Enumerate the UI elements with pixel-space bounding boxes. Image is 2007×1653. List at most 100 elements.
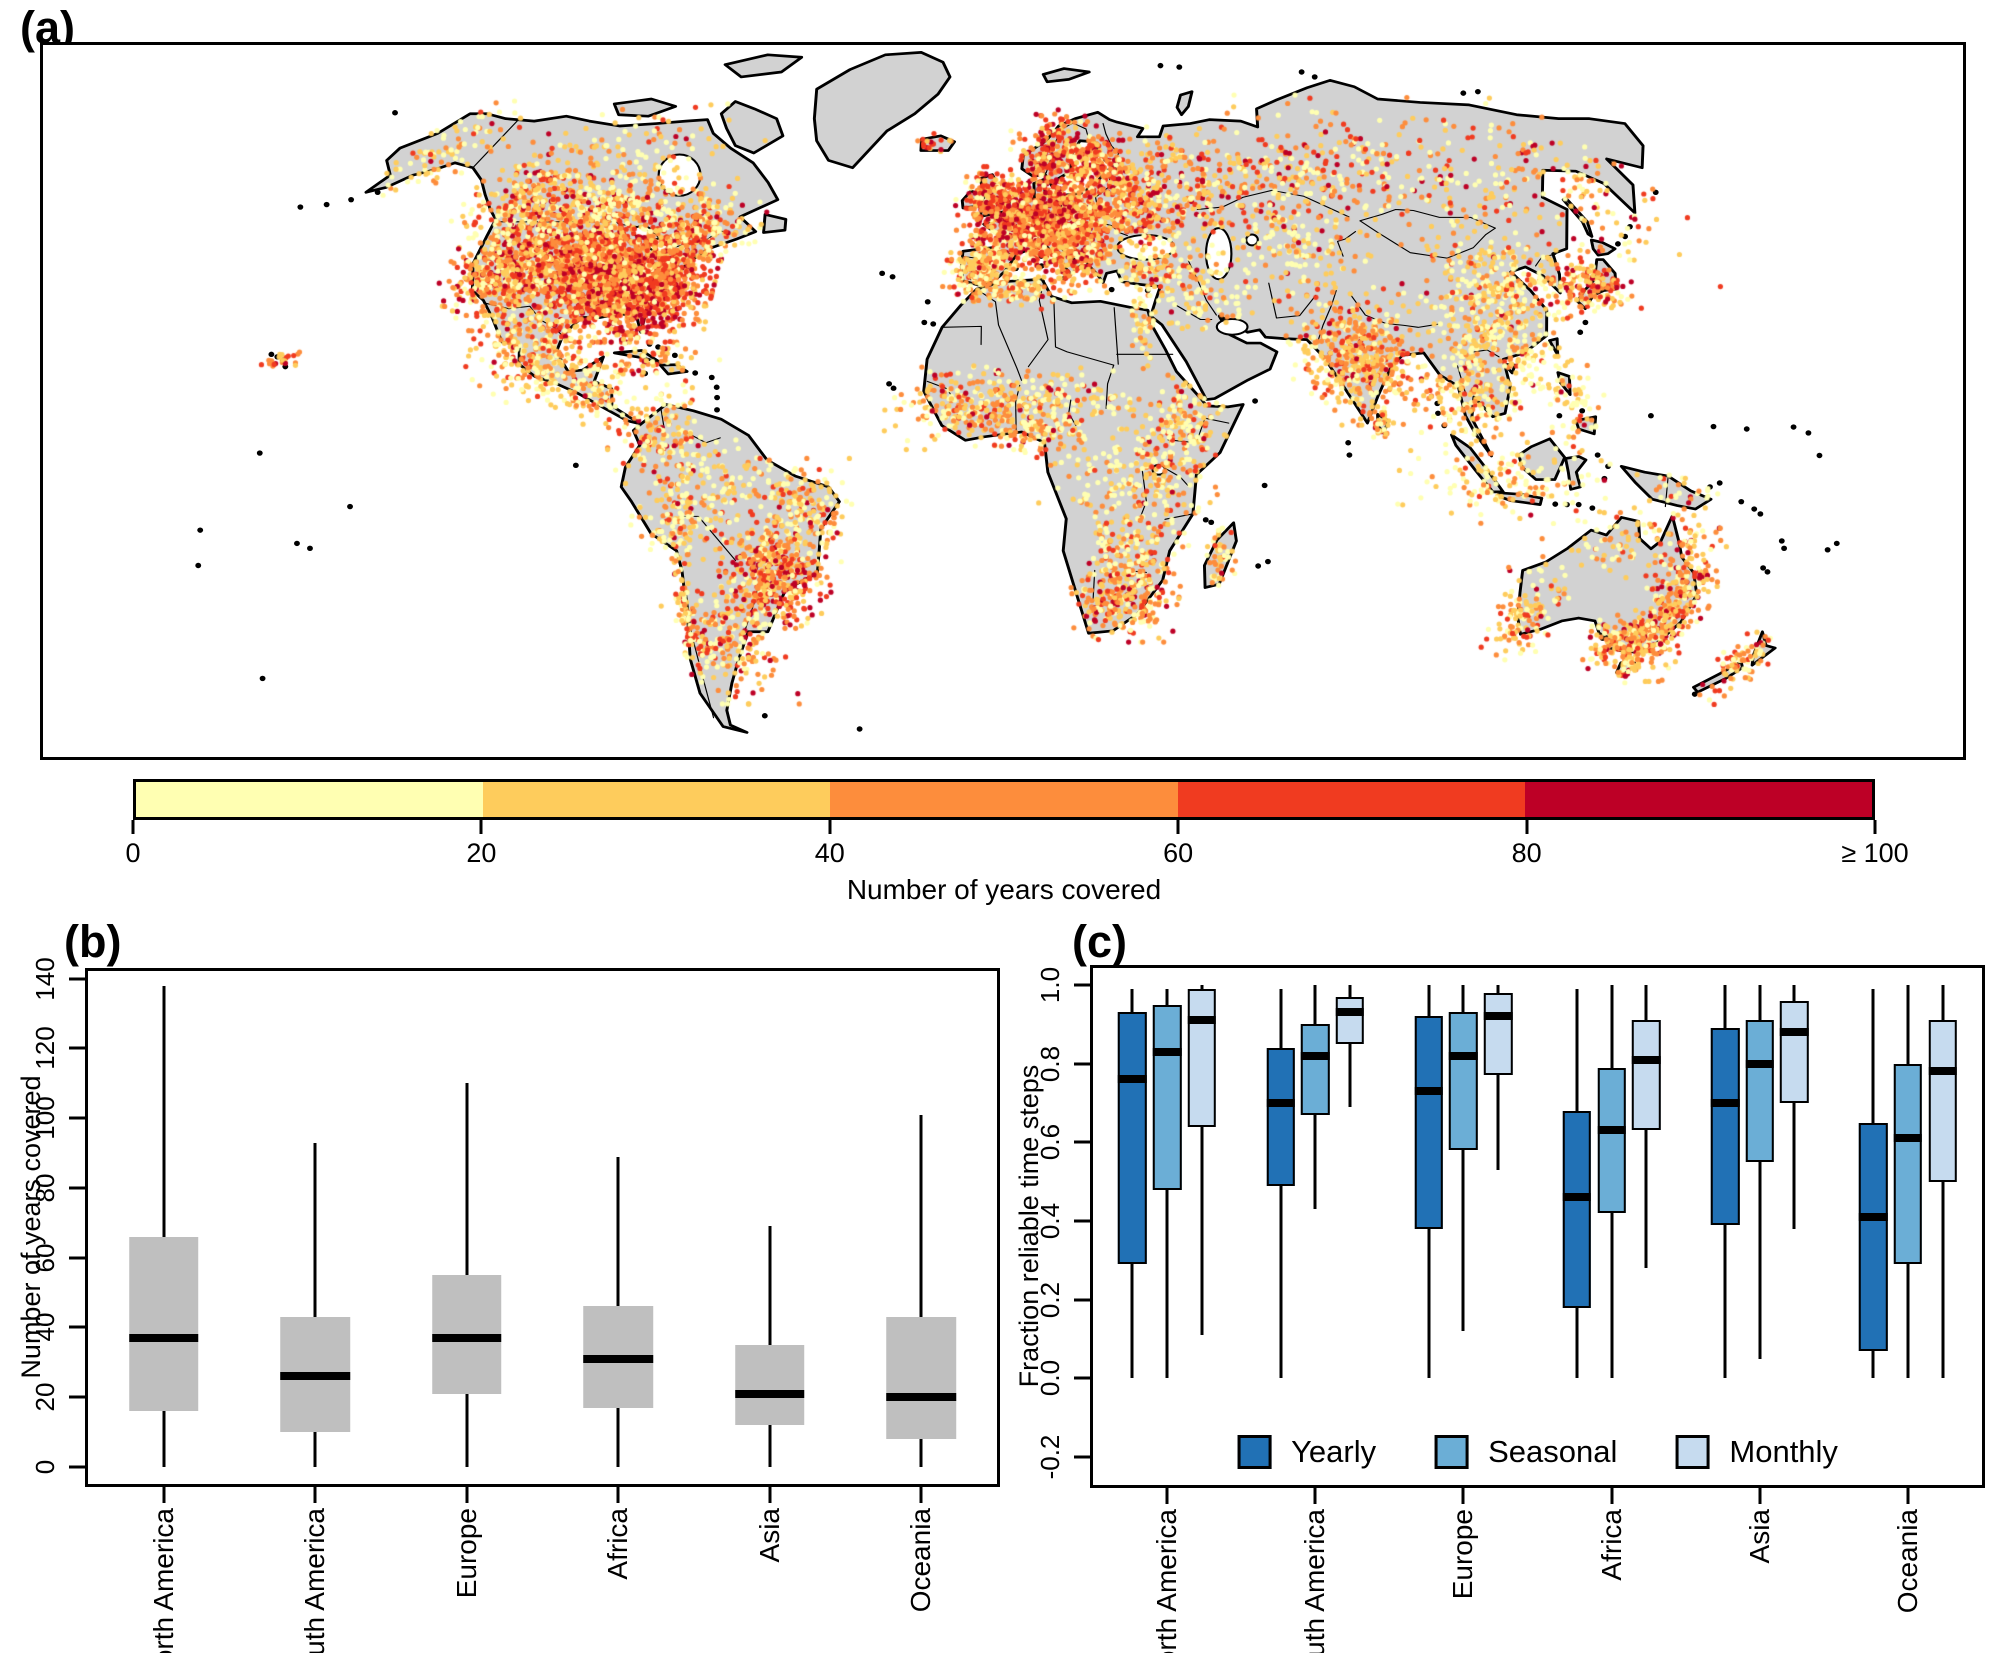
x-axis-tick bbox=[1758, 1488, 1762, 1504]
panel-b-label: (b) bbox=[64, 916, 122, 967]
x-axis-category-label: Asia bbox=[1743, 1509, 1775, 1564]
y-axis-tick-label: 0 bbox=[30, 1459, 60, 1475]
x-axis-tick bbox=[1165, 1488, 1169, 1504]
boxplot-box bbox=[1562, 1110, 1592, 1308]
station-dots-layer bbox=[43, 45, 1963, 757]
colorbar-tick-label: 80 bbox=[1511, 838, 1542, 868]
world-map-panel bbox=[40, 42, 1966, 760]
y-axis-tick bbox=[69, 1186, 85, 1190]
x-axis-category-label: Europe bbox=[450, 1508, 482, 1599]
legend-item-seasonal: Seasonal bbox=[1434, 1434, 1617, 1470]
y-axis-tick-label: 100 bbox=[30, 1096, 60, 1140]
x-axis-tick bbox=[1610, 1488, 1614, 1504]
y-axis-tick bbox=[69, 1116, 85, 1120]
x-axis-category-label: Asia bbox=[753, 1508, 785, 1563]
colorbar-tick bbox=[1525, 820, 1529, 834]
boxplot-median bbox=[1414, 1087, 1443, 1096]
x-axis-category-label: Europe bbox=[1447, 1509, 1479, 1600]
x-axis-category-label: Oceania bbox=[1891, 1509, 1923, 1614]
boxplot-whisker bbox=[1348, 984, 1352, 1107]
colorbar-tick bbox=[1873, 820, 1877, 834]
boxplot-median bbox=[1152, 1047, 1182, 1056]
boxplot-box bbox=[1893, 1063, 1923, 1265]
colorbar-segment bbox=[830, 782, 1178, 817]
colorbar-tick bbox=[1176, 820, 1180, 834]
y-axis-tick bbox=[69, 1256, 85, 1260]
boxplot-box bbox=[1483, 992, 1513, 1076]
boxplot-whisker bbox=[1792, 984, 1796, 1229]
y-axis-tick bbox=[1074, 1140, 1090, 1144]
boxplot-median bbox=[1597, 1126, 1626, 1135]
boxplot-whisker bbox=[465, 1083, 469, 1467]
boxplot-whisker bbox=[1200, 984, 1204, 1336]
seasonal-swatch bbox=[1434, 1435, 1469, 1470]
boxplot-median bbox=[1118, 1075, 1147, 1084]
y-axis-tick-label: 1.0 bbox=[1035, 966, 1065, 1003]
colorbar bbox=[133, 779, 1875, 820]
x-axis-tick bbox=[616, 1487, 620, 1503]
boxplot-box bbox=[1710, 1028, 1740, 1225]
boxplot-median bbox=[1483, 1012, 1513, 1021]
y-axis-tick bbox=[69, 977, 85, 981]
boxplot-median bbox=[886, 1393, 957, 1402]
boxplot-box bbox=[1414, 1016, 1443, 1229]
colorbar-tick-label: 20 bbox=[466, 838, 497, 868]
boxplot-box bbox=[1859, 1122, 1888, 1351]
boxplot-median bbox=[1710, 1098, 1740, 1107]
legend: Yearly Seasonal Monthly bbox=[1237, 1434, 1838, 1470]
boxplot-box bbox=[1301, 1024, 1330, 1115]
y-axis-tick-label: 20 bbox=[30, 1382, 60, 1412]
boxplot-median bbox=[583, 1354, 654, 1363]
y-axis-tick bbox=[69, 1395, 85, 1399]
colorbar-segment bbox=[1177, 782, 1525, 817]
boxplot-median bbox=[1859, 1213, 1888, 1222]
boxplot-median bbox=[431, 1333, 502, 1342]
y-axis-tick-label: 0.4 bbox=[1035, 1202, 1065, 1240]
panel-c-label: (c) bbox=[1072, 916, 1127, 967]
x-axis-category-label: Africa bbox=[602, 1508, 634, 1580]
y-axis-tick bbox=[1074, 1455, 1090, 1459]
boxplot-box bbox=[1449, 1012, 1478, 1151]
x-axis-tick bbox=[768, 1487, 772, 1503]
boxplot-median bbox=[1562, 1193, 1592, 1202]
colorbar-tick bbox=[131, 820, 135, 834]
x-axis-tick bbox=[162, 1487, 166, 1503]
boxplot-box bbox=[1187, 988, 1216, 1127]
y-axis-tick bbox=[69, 1046, 85, 1050]
world-map bbox=[43, 45, 1963, 757]
boxplot-median bbox=[1335, 1008, 1365, 1017]
boxplot-box bbox=[1745, 1020, 1774, 1162]
x-axis-tick bbox=[1313, 1488, 1317, 1504]
legend-label: Seasonal bbox=[1488, 1434, 1618, 1470]
colorbar-segment bbox=[136, 782, 484, 817]
colorbar-tick-label: 60 bbox=[1163, 838, 1194, 868]
boxplot-whisker bbox=[162, 985, 166, 1467]
boxplot-box bbox=[1152, 1004, 1182, 1190]
boxplot-box bbox=[1597, 1067, 1626, 1214]
boxplot-median bbox=[1449, 1051, 1478, 1060]
x-axis-tick bbox=[313, 1487, 317, 1503]
y-axis-tick-label: 0.2 bbox=[1035, 1281, 1065, 1318]
y-axis-tick-label: 120 bbox=[30, 1026, 60, 1071]
x-axis-tick bbox=[1906, 1488, 1910, 1504]
y-axis-tick bbox=[69, 1325, 85, 1329]
boxplot-median bbox=[1780, 1028, 1809, 1037]
boxplot-whisker bbox=[919, 1114, 923, 1467]
colorbar-tick-label: 40 bbox=[814, 838, 845, 868]
colorbar-tick bbox=[828, 820, 832, 834]
monthly-swatch bbox=[1675, 1435, 1710, 1470]
boxplot-median bbox=[1301, 1051, 1330, 1060]
legend-label: Yearly bbox=[1291, 1434, 1377, 1470]
boxplot-box bbox=[1118, 1012, 1147, 1265]
y-axis-tick-label: 0.0 bbox=[1035, 1360, 1065, 1397]
x-axis-category-label: Africa bbox=[1595, 1509, 1627, 1581]
x-axis-tick bbox=[919, 1487, 923, 1503]
colorbar-tick bbox=[479, 820, 483, 834]
boxplot-years-covered: 0 20 40 60 80 100 120 140 North America South Ame… bbox=[30, 957, 1000, 1653]
boxplot-whisker bbox=[1496, 984, 1500, 1170]
boxplot-median bbox=[1632, 1055, 1661, 1064]
boxplot-box bbox=[734, 1344, 805, 1426]
y-axis-tick-label: 60 bbox=[30, 1243, 60, 1273]
legend-item-yearly: Yearly bbox=[1237, 1434, 1376, 1470]
boxplot-median bbox=[1893, 1134, 1923, 1143]
